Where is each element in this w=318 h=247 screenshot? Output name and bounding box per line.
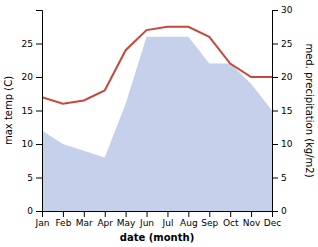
x-axis: Jan Feb Mar Apr MayJun Jul AugSep Oct NovDec [35, 211, 282, 228]
tick: Mar [76, 211, 93, 228]
axis-line [273, 11, 279, 212]
marks [42, 27, 272, 211]
tick-mark [167, 211, 168, 217]
tick-mark [36, 111, 42, 112]
tick-mark [126, 211, 127, 217]
tick-label: 10 [281, 139, 293, 149]
tick-label: May [117, 218, 136, 228]
tick-mark [188, 211, 189, 217]
tick-mark [36, 211, 42, 212]
tick: 5 [272, 173, 287, 183]
tick-mark [251, 211, 252, 217]
tick-label: 15 [281, 106, 292, 116]
tick: Jul [162, 211, 174, 228]
y2-axis: 0 5 10 15 20 25 30 [272, 5, 293, 216]
tick-mark [272, 144, 278, 145]
y-axis: 0 5 10 15 20 25 [22, 11, 43, 217]
tick-label: 15 [22, 106, 33, 116]
tick-mark [209, 211, 210, 217]
tick: Aug [180, 211, 198, 228]
tick-label: 20 [281, 72, 293, 82]
tick-label: 20 [22, 72, 34, 82]
tick: 20 [272, 72, 293, 82]
tick-label: Feb [55, 218, 71, 228]
tick-label: Nov [243, 218, 261, 228]
tick-label: Dec [264, 218, 281, 228]
tick-label: 10 [22, 139, 34, 149]
tick: 10 [272, 139, 293, 149]
tick: Feb [55, 211, 71, 228]
tick-mark [36, 77, 42, 78]
tick-label: Aug [180, 218, 198, 228]
area [42, 37, 272, 211]
tick: 0 [27, 206, 42, 216]
tick-label: Sep [201, 218, 218, 228]
chart: JanFebMarAprMayJunJulAugSepOctNovDec0510… [0, 0, 318, 247]
tick-label: 0 [281, 206, 287, 216]
tick-mark [84, 211, 85, 217]
tick-label: Mar [76, 218, 93, 228]
tick-mark [272, 44, 278, 45]
tick: 15 [272, 106, 292, 116]
tick-label: 5 [27, 173, 33, 183]
tick-label: 25 [22, 39, 33, 49]
axis-line [43, 212, 273, 218]
tick-label: Jun [139, 218, 154, 228]
tick: 25 [272, 39, 292, 49]
y-axis-title: max temp (C) [3, 76, 14, 145]
y2-axis-title: med. precipitation (kg/m2) [304, 43, 315, 177]
tick: 30 [272, 5, 293, 15]
tick: Apr [97, 211, 113, 228]
tick: 10 [22, 139, 42, 149]
tick-mark [272, 211, 278, 212]
tick: 15 [22, 106, 42, 116]
line [42, 27, 272, 104]
tick-label: 30 [281, 5, 293, 15]
tick-mark [230, 211, 231, 217]
tick-label: Apr [97, 218, 113, 228]
tick: Oct [223, 211, 239, 228]
tick-label: 0 [27, 206, 33, 216]
tick-mark [272, 178, 278, 179]
tick: Jun [139, 211, 154, 228]
tick: 20 [22, 72, 42, 82]
tick-mark [272, 77, 278, 78]
tick-label: Jul [162, 218, 174, 228]
tick: 25 [22, 39, 42, 49]
tick: Sep [201, 211, 218, 228]
tick-mark [272, 111, 278, 112]
axis-line [36, 11, 43, 212]
x-axis-title: date (month) [120, 232, 194, 243]
tick: May [117, 211, 136, 228]
tick-mark [105, 211, 106, 217]
tick-mark [272, 10, 278, 11]
tick: Nov [243, 211, 261, 228]
tick-mark [147, 211, 148, 217]
tick: Dec [264, 211, 281, 228]
tick-mark [36, 44, 42, 45]
tick: 5 [27, 173, 42, 183]
tick-mark [63, 211, 64, 217]
tick-label: Jan [35, 218, 50, 228]
tick: Jan [35, 211, 50, 228]
tick-label: 5 [281, 173, 287, 183]
tick-label: 25 [281, 39, 292, 49]
tick-label: Oct [223, 218, 239, 228]
tick: 0 [272, 206, 287, 216]
tick-mark [36, 144, 42, 145]
tick-mark [36, 178, 42, 179]
plot: JanFebMarAprMayJunJulAugSepOctNovDec0510… [3, 5, 315, 243]
